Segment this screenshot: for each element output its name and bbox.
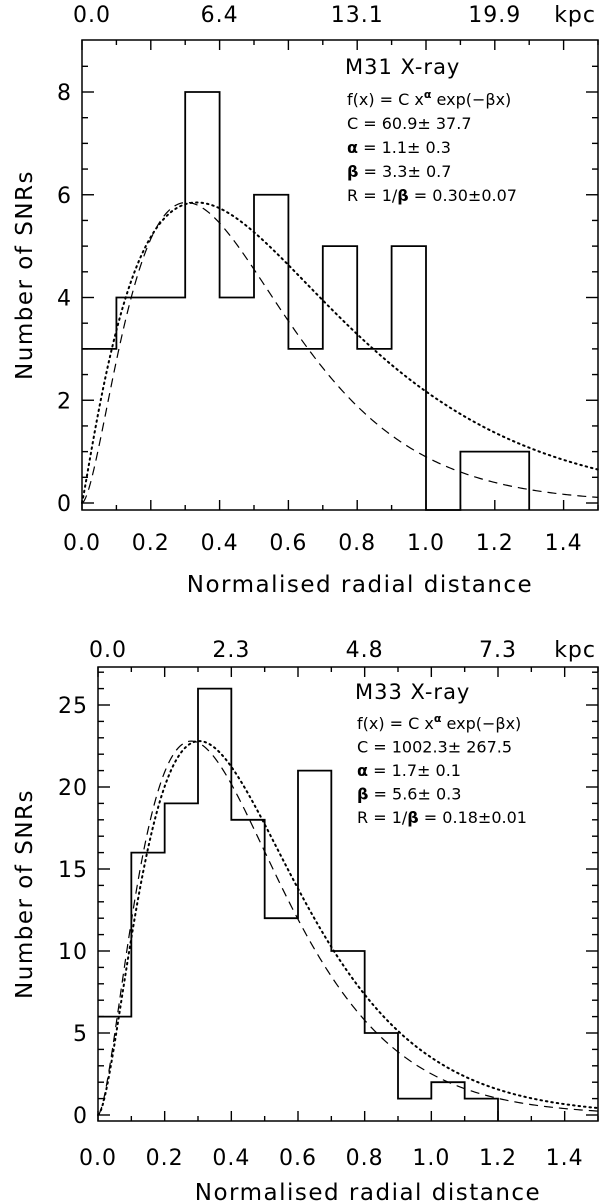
m31-x-tick-label: 1.2 [476,531,514,556]
m33-hist-bar [365,1033,398,1121]
m31-y-axis-title: Number of SNRs [12,170,38,380]
m31-dotted-fit-curve [81,201,599,504]
m31-top-tick-label: 13.1 [331,3,384,28]
m31-y-tick-label: 8 [57,81,72,106]
m33-x-tick-label: 0.8 [346,1146,384,1171]
m33-panel: 0.0 0.2 0.4 0.6 0.8 1.0 1.2 1.4 0.0 2.3 4.8 7.3 0 5 10… [12,638,599,1204]
m31-plot-frame [81,39,599,511]
m31-hist-bar [495,452,529,510]
m33-hist-bar [231,820,264,1121]
m31-hist-bar [392,246,426,510]
m31-x-tick-label: 0.2 [132,531,170,556]
m33-fit-beta: β = 5.6± 0.3 [357,785,461,804]
m33-ticks: 0.0 0.2 0.4 0.6 0.8 1.0 1.2 1.4 0.0 2.3 4.8 7.3 0 5 10… [58,638,599,1171]
m33-hist-bar [265,918,298,1121]
m31-x-tick-label: 0.4 [201,531,239,556]
m33-fit-r: R = 1/β = 0.18±0.01 [357,808,527,827]
m31-hist-bar [357,349,391,510]
m33-y-axis-title: Number of SNRs [12,789,38,999]
m33-top-tick-label: 4.8 [346,638,384,663]
m31-y-tick-label: 2 [57,389,72,414]
m33-fit-c: C = 1002.3± 267.5 [357,738,512,757]
m31-fit-r: R = 1/β = 0.30±0.07 [347,186,517,205]
m31-top-axis-unit: kpc [554,3,596,28]
m33-plot-frame [97,666,599,1122]
m33-top-tick-label: 0.0 [89,638,127,663]
m33-hist-bar [165,803,198,1121]
m31-fit-beta: β = 3.3± 0.7 [347,162,451,181]
m31-y-tick-label: 0 [57,492,72,517]
m31-hist-bar [220,298,254,511]
m33-fit-annotation: f(x) = C xα exp(−βx) C = 1002.3± 267.5 α… [357,712,527,827]
m33-y-tick-label: 15 [58,858,88,883]
m31-y-tick-label: 6 [57,184,72,209]
m33-hist-bar [465,1099,498,1121]
m33-hist-bar [331,951,364,1121]
m33-x-tick-label: 1.2 [479,1146,517,1171]
m31-top-tick-label: 19.9 [468,3,521,28]
m33-hist-bar [298,771,331,1121]
m31-x-tick-label: 0.0 [63,531,101,556]
m33-top-tick-label: 7.3 [479,638,517,663]
m33-x-tick-label: 1.4 [546,1146,584,1171]
m33-x-tick-label: 0.6 [279,1146,317,1171]
m33-x-tick-label: 0.4 [212,1146,250,1171]
m33-hist-bar [198,689,231,1121]
m33-y-tick-label: 0 [73,1104,88,1129]
m31-hist-bar [288,349,322,510]
m31-ticks: 0.0 0.2 0.4 0.6 0.8 1.0 1.2 1.4 0.0 6.4 13.1 19.9 0 2… [57,3,599,556]
m31-fit-annotation: f(x) = C xα exp(−βx) C = 60.9± 37.7 α = … [347,88,517,205]
m31-histogram-outline [82,91,531,511]
m31-hist-bar [82,349,116,510]
m33-x-tick-label: 0.0 [79,1146,117,1171]
m33-hist-bar [398,1099,431,1121]
m31-y-tick-label: 4 [57,287,72,312]
m31-hist-bar [254,195,288,510]
m33-dashed-fit-curve [97,740,599,1116]
m31-top-tick-label: 6.4 [201,3,239,28]
m31-hist-bar [116,298,150,511]
m33-x-tick-label: 1.0 [412,1146,450,1171]
m31-marks [81,91,599,511]
m31-chart-title: M31 X-ray [345,55,460,79]
m31-dashed-fit-curve [81,201,599,504]
m31-x-tick-label: 0.8 [338,531,376,556]
m33-top-axis-unit: kpc [554,638,596,663]
m33-dotted-fit-curve [97,740,599,1116]
m33-y-tick-label: 25 [58,694,88,719]
m31-x-tick-label: 1.4 [545,531,583,556]
m31-hist-bar [323,246,357,510]
m31-panel: 0.0 0.2 0.4 0.6 0.8 1.0 1.2 1.4 0.0 6.4 13.1 19.9 0 2… [12,3,599,598]
m31-x-tick-label: 0.6 [269,531,307,556]
m31-fit-function: f(x) = C xα exp(−βx) [347,88,511,109]
m33-chart-title: M33 X-ray [355,680,470,704]
m33-y-tick-label: 20 [58,776,88,801]
m33-marks [97,687,599,1121]
m31-top-tick-label: 0.0 [73,3,111,28]
m33-histogram-outline [98,687,499,1121]
m31-hist-bar [185,92,219,510]
m33-x-tick-label: 0.2 [146,1146,184,1171]
m31-hist-bar [151,298,185,511]
m31-fit-c: C = 60.9± 37.7 [347,114,472,133]
m33-top-tick-label: 2.3 [212,638,250,663]
m33-x-axis-title: Normalised radial distance [195,1180,541,1204]
m31-x-axis-title: Normalised radial distance [187,572,533,598]
m31-fit-alpha: α = 1.1± 0.3 [347,138,451,157]
m33-y-tick-label: 10 [58,940,88,965]
m33-hist-bar [431,1082,464,1121]
m33-fit-alpha: α = 1.7± 0.1 [357,761,461,780]
m33-fit-function: f(x) = C xα exp(−βx) [357,712,521,733]
m31-x-tick-label: 1.0 [407,531,445,556]
m33-y-tick-label: 5 [73,1022,88,1047]
